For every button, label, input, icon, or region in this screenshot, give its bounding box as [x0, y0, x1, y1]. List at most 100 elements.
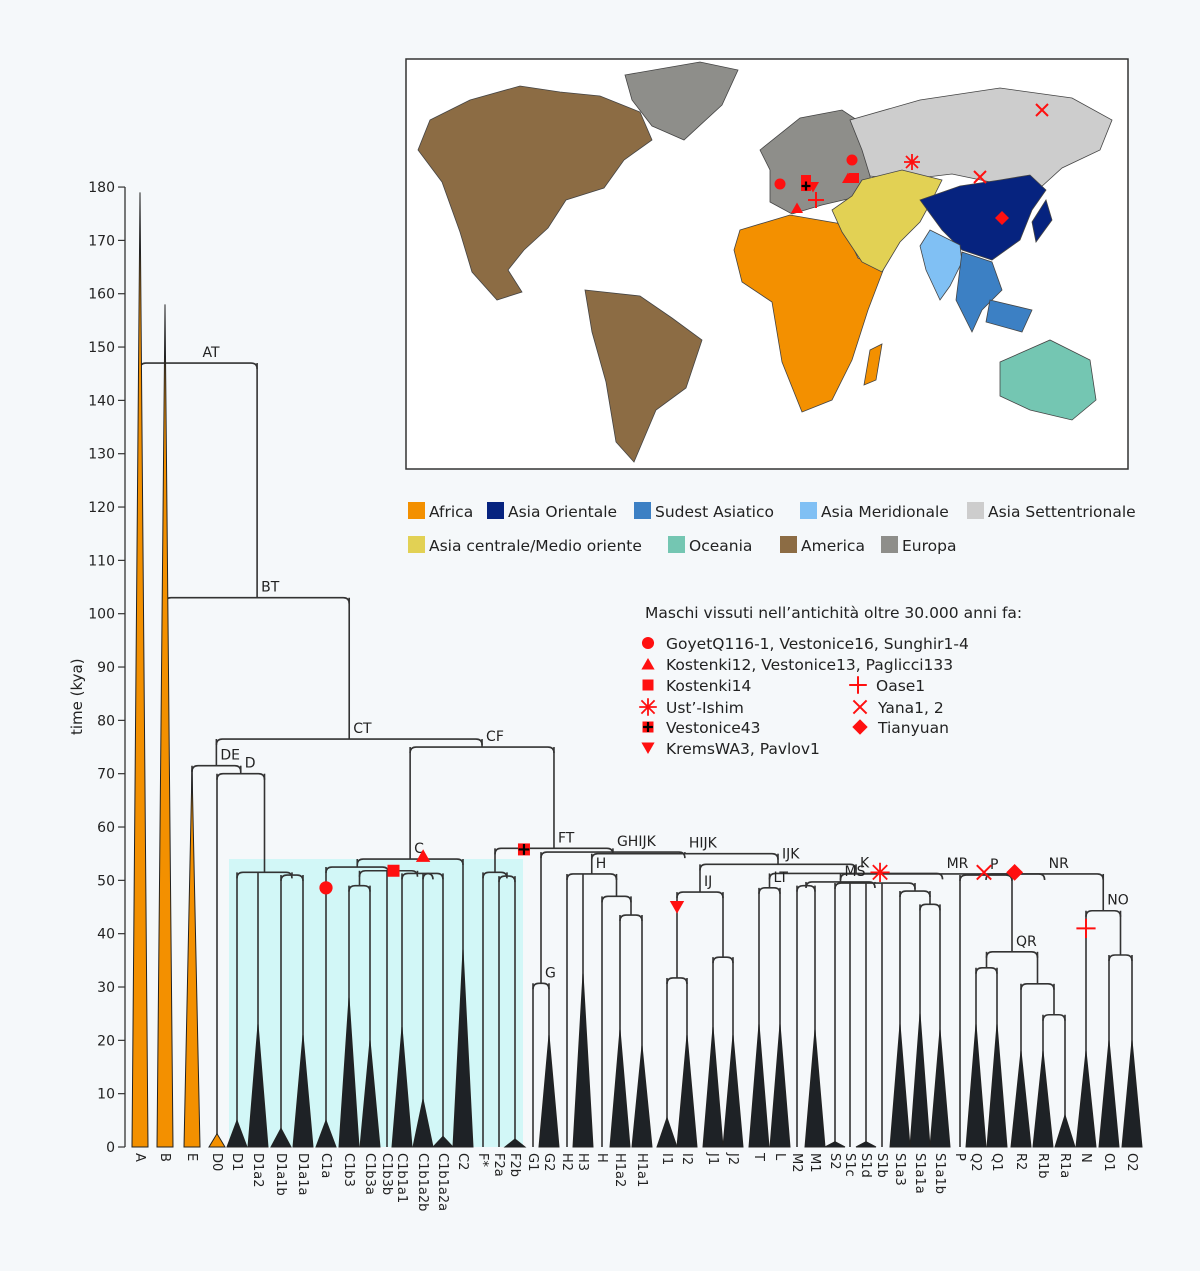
map-site-x [973, 170, 987, 184]
clade-triangle-Q1 [986, 1024, 1008, 1148]
axis-tick-label: 10 [97, 1087, 115, 1103]
cross-icon [518, 844, 530, 855]
node-label: G [545, 965, 556, 981]
clade-triangle-R1b [1032, 1050, 1054, 1148]
leaf-label: A [132, 1153, 147, 1162]
ancient-legend-label: Tianyuan [877, 719, 949, 737]
clade-triangle-T [748, 1024, 770, 1148]
region-swatch [408, 502, 425, 519]
leaf-label: S1a1b [932, 1153, 947, 1194]
node-LT [758, 887, 781, 894]
ancient-legend-item: GoyetQ116-1, Vestonice16, Sunghir1-4 [641, 635, 969, 653]
tree-markers [319, 843, 1096, 938]
asterisk-icon [870, 862, 890, 882]
ancient-legend-item: Tianyuan [852, 719, 949, 737]
leaf-label: H1a2 [612, 1153, 627, 1187]
triangle-down-icon [641, 742, 655, 755]
leaf-label: M1 [807, 1153, 822, 1173]
node-R1 [1042, 1013, 1066, 1021]
clade-triangle-C2 [452, 949, 474, 1148]
map-region-south-asia [919, 229, 963, 301]
region-legend-label: Europa [902, 537, 956, 555]
clade-triangle-G2 [538, 1034, 560, 1148]
axis-tick-label: 100 [88, 607, 115, 623]
node-label: C [414, 841, 424, 857]
x-icon [852, 699, 868, 715]
map-sites [774, 103, 1049, 225]
plus-icon [1076, 918, 1096, 938]
clade-triangle-H1a1 [631, 1045, 653, 1148]
leaf-label: J2 [725, 1152, 740, 1165]
world-map [405, 58, 1129, 470]
circle-icon [641, 636, 655, 650]
map-region-southeast-asia [955, 251, 1003, 333]
map-region-madagascar [863, 343, 883, 386]
leaf-label: F2a [491, 1153, 506, 1177]
cross-square-icon [642, 721, 654, 733]
node-label: H [596, 856, 607, 872]
leaf-label: Q1 [989, 1153, 1004, 1172]
node-BT [164, 596, 351, 604]
axis-tick-label: 130 [88, 447, 115, 463]
region-legend-item: Asia Settentrionale [967, 502, 1136, 521]
time-axis: time (kya) 0 10 20 30 40 50 60 70 80 90 100 110 120 1… [68, 180, 126, 1156]
clade-triangle-R1a [1054, 1113, 1076, 1148]
map-site-triangle [791, 202, 803, 213]
region-legend-item: Europa [881, 536, 956, 555]
clade-triangle-C1b1a2b [412, 1098, 434, 1148]
leaf-label: S1c [842, 1153, 857, 1177]
clade-triangle-I1 [656, 1116, 678, 1148]
axis-tick-label: 0 [106, 1140, 115, 1156]
triangle-icon [415, 849, 431, 862]
leaf-label: C1b1a2a [435, 1153, 450, 1211]
region-legend-label: America [801, 537, 865, 555]
node-label: BT [261, 580, 280, 596]
node-CT [215, 738, 483, 746]
region-legend-label: Asia Settentrionale [988, 503, 1136, 521]
leaf-label: J1 [705, 1152, 720, 1165]
node-G [532, 982, 550, 990]
leaf-label: N [1078, 1153, 1093, 1163]
ancient-legend-label: Kostenki12, Vestonice13, Paglicci133 [666, 656, 953, 674]
clade-triangle-Q2 [965, 1024, 987, 1148]
node-AT [139, 362, 258, 370]
clade-triangle-S1d [855, 1141, 877, 1148]
region-swatch [668, 536, 685, 553]
map-region-central-asia [831, 169, 943, 273]
node-Q [975, 967, 998, 974]
clade-triangle-B [156, 304, 174, 1148]
node-H1a [619, 914, 643, 922]
circle-icon [319, 881, 333, 895]
axis-tick-label: 20 [97, 1033, 115, 1049]
leaf-label: D1a1b [273, 1153, 288, 1196]
tree-marker-square [387, 864, 400, 877]
clade-triangle-C1b3a [359, 1040, 381, 1148]
map-site-square [849, 173, 859, 183]
node-label: IJ [704, 874, 712, 890]
leaf-label: R2 [1013, 1153, 1028, 1170]
node-label: MS [845, 864, 866, 880]
square-icon [801, 175, 811, 185]
clade-triangle-O2 [1121, 1040, 1143, 1148]
map-region-japan [1031, 199, 1053, 243]
ancient-legend-item: Vestonice43 [642, 719, 760, 737]
leaf-label: D0 [209, 1153, 224, 1171]
ancient-legend-label: Yana1, 2 [877, 699, 944, 717]
region-swatch [967, 502, 984, 519]
leaf-label: E [184, 1153, 199, 1161]
node-label: IJK [782, 846, 800, 862]
node-label: MR [947, 856, 969, 872]
clade-triangle-L [769, 1024, 791, 1148]
axis-tick-label: 160 [88, 287, 115, 303]
square-icon [642, 679, 654, 691]
region-legend: Africa Asia Orientale Sudest Asiatico Asia … [408, 502, 1136, 555]
plus-icon [849, 676, 867, 694]
asterisk-icon [639, 698, 657, 716]
region-legend-label: Asia Meridionale [821, 503, 949, 521]
map-region-north-america [417, 85, 653, 301]
node-J [712, 956, 734, 964]
region-legend-label: Sudest Asiatico [655, 503, 774, 521]
clade-triangle-C1a [315, 1118, 337, 1148]
